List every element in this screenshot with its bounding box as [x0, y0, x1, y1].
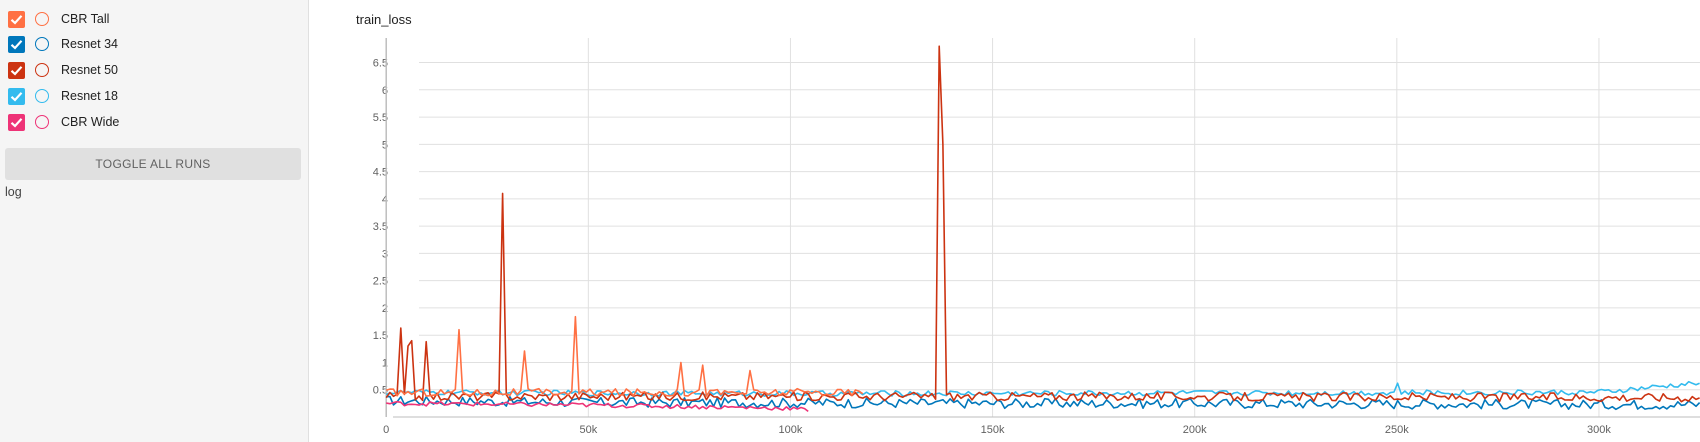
chart-title: train_loss [356, 12, 412, 27]
y-tick-label: 5.5 [373, 112, 388, 124]
y-tick-label: 0.5 [373, 385, 388, 397]
checkbox[interactable] [8, 113, 25, 131]
run-toggle-resnet-50[interactable]: Resnet 50 [8, 59, 118, 81]
check-icon [10, 65, 23, 76]
checkbox[interactable] [8, 61, 25, 79]
run-toggle-cbr-tall[interactable]: CBR Tall [8, 8, 109, 30]
series-line-resnet-50 [385, 45, 1700, 403]
run-label: Resnet 18 [61, 89, 118, 103]
runs-sidebar: CBR Tall Resnet 34 Resnet 50 Resnet 18 C… [0, 0, 309, 442]
y-tick-label: 1 [382, 357, 388, 369]
run-color-ring-icon [35, 115, 49, 129]
run-color-ring-icon [35, 37, 49, 51]
run-color-ring-icon [35, 63, 49, 77]
x-tick-label: 0 [383, 424, 389, 436]
y-tick-label: 3 [382, 248, 388, 260]
checkbox[interactable] [8, 10, 25, 28]
x-tick-label: 200k [1183, 424, 1207, 436]
check-icon [10, 91, 23, 102]
x-tick-label: 250k [1385, 424, 1409, 436]
x-tick-label: 300k [1587, 424, 1611, 436]
y-tick-label: 3.5 [373, 221, 388, 233]
series-line-cbr-tall [385, 315, 864, 397]
x-tick-label: 100k [779, 424, 803, 436]
y-tick-label: 4.5 [373, 167, 388, 179]
y-tick-label: 6.5 [373, 58, 388, 70]
run-color-ring-icon [35, 89, 49, 103]
run-toggle-resnet-18[interactable]: Resnet 18 [8, 85, 118, 107]
run-toggle-resnet-34[interactable]: Resnet 34 [8, 33, 118, 55]
log-label: log [5, 185, 22, 199]
y-tick-label: 2 [382, 303, 388, 315]
y-tick-label: 1.5 [373, 330, 388, 342]
run-label: CBR Wide [61, 115, 120, 129]
x-tick-label: 150k [981, 424, 1005, 436]
check-icon [10, 117, 23, 128]
checkbox[interactable] [8, 87, 25, 105]
run-toggle-cbr-wide[interactable]: CBR Wide [8, 111, 119, 133]
run-label: CBR Tall [61, 12, 110, 26]
toggle-all-runs-button[interactable]: TOGGLE ALL RUNS [5, 148, 301, 180]
series-line-cbr-wide [386, 400, 809, 413]
check-icon [10, 14, 23, 25]
run-label: Resnet 34 [61, 37, 118, 51]
run-label: Resnet 50 [61, 63, 118, 77]
y-tick-label: 4 [382, 194, 388, 206]
y-tick-label: 2.5 [373, 276, 388, 288]
x-tick-label: 50k [579, 424, 597, 436]
y-tick-label: 6 [382, 85, 388, 97]
checkbox[interactable] [8, 35, 25, 53]
check-icon [10, 39, 23, 50]
run-color-ring-icon [35, 12, 49, 26]
y-tick-label: 5 [382, 139, 388, 151]
